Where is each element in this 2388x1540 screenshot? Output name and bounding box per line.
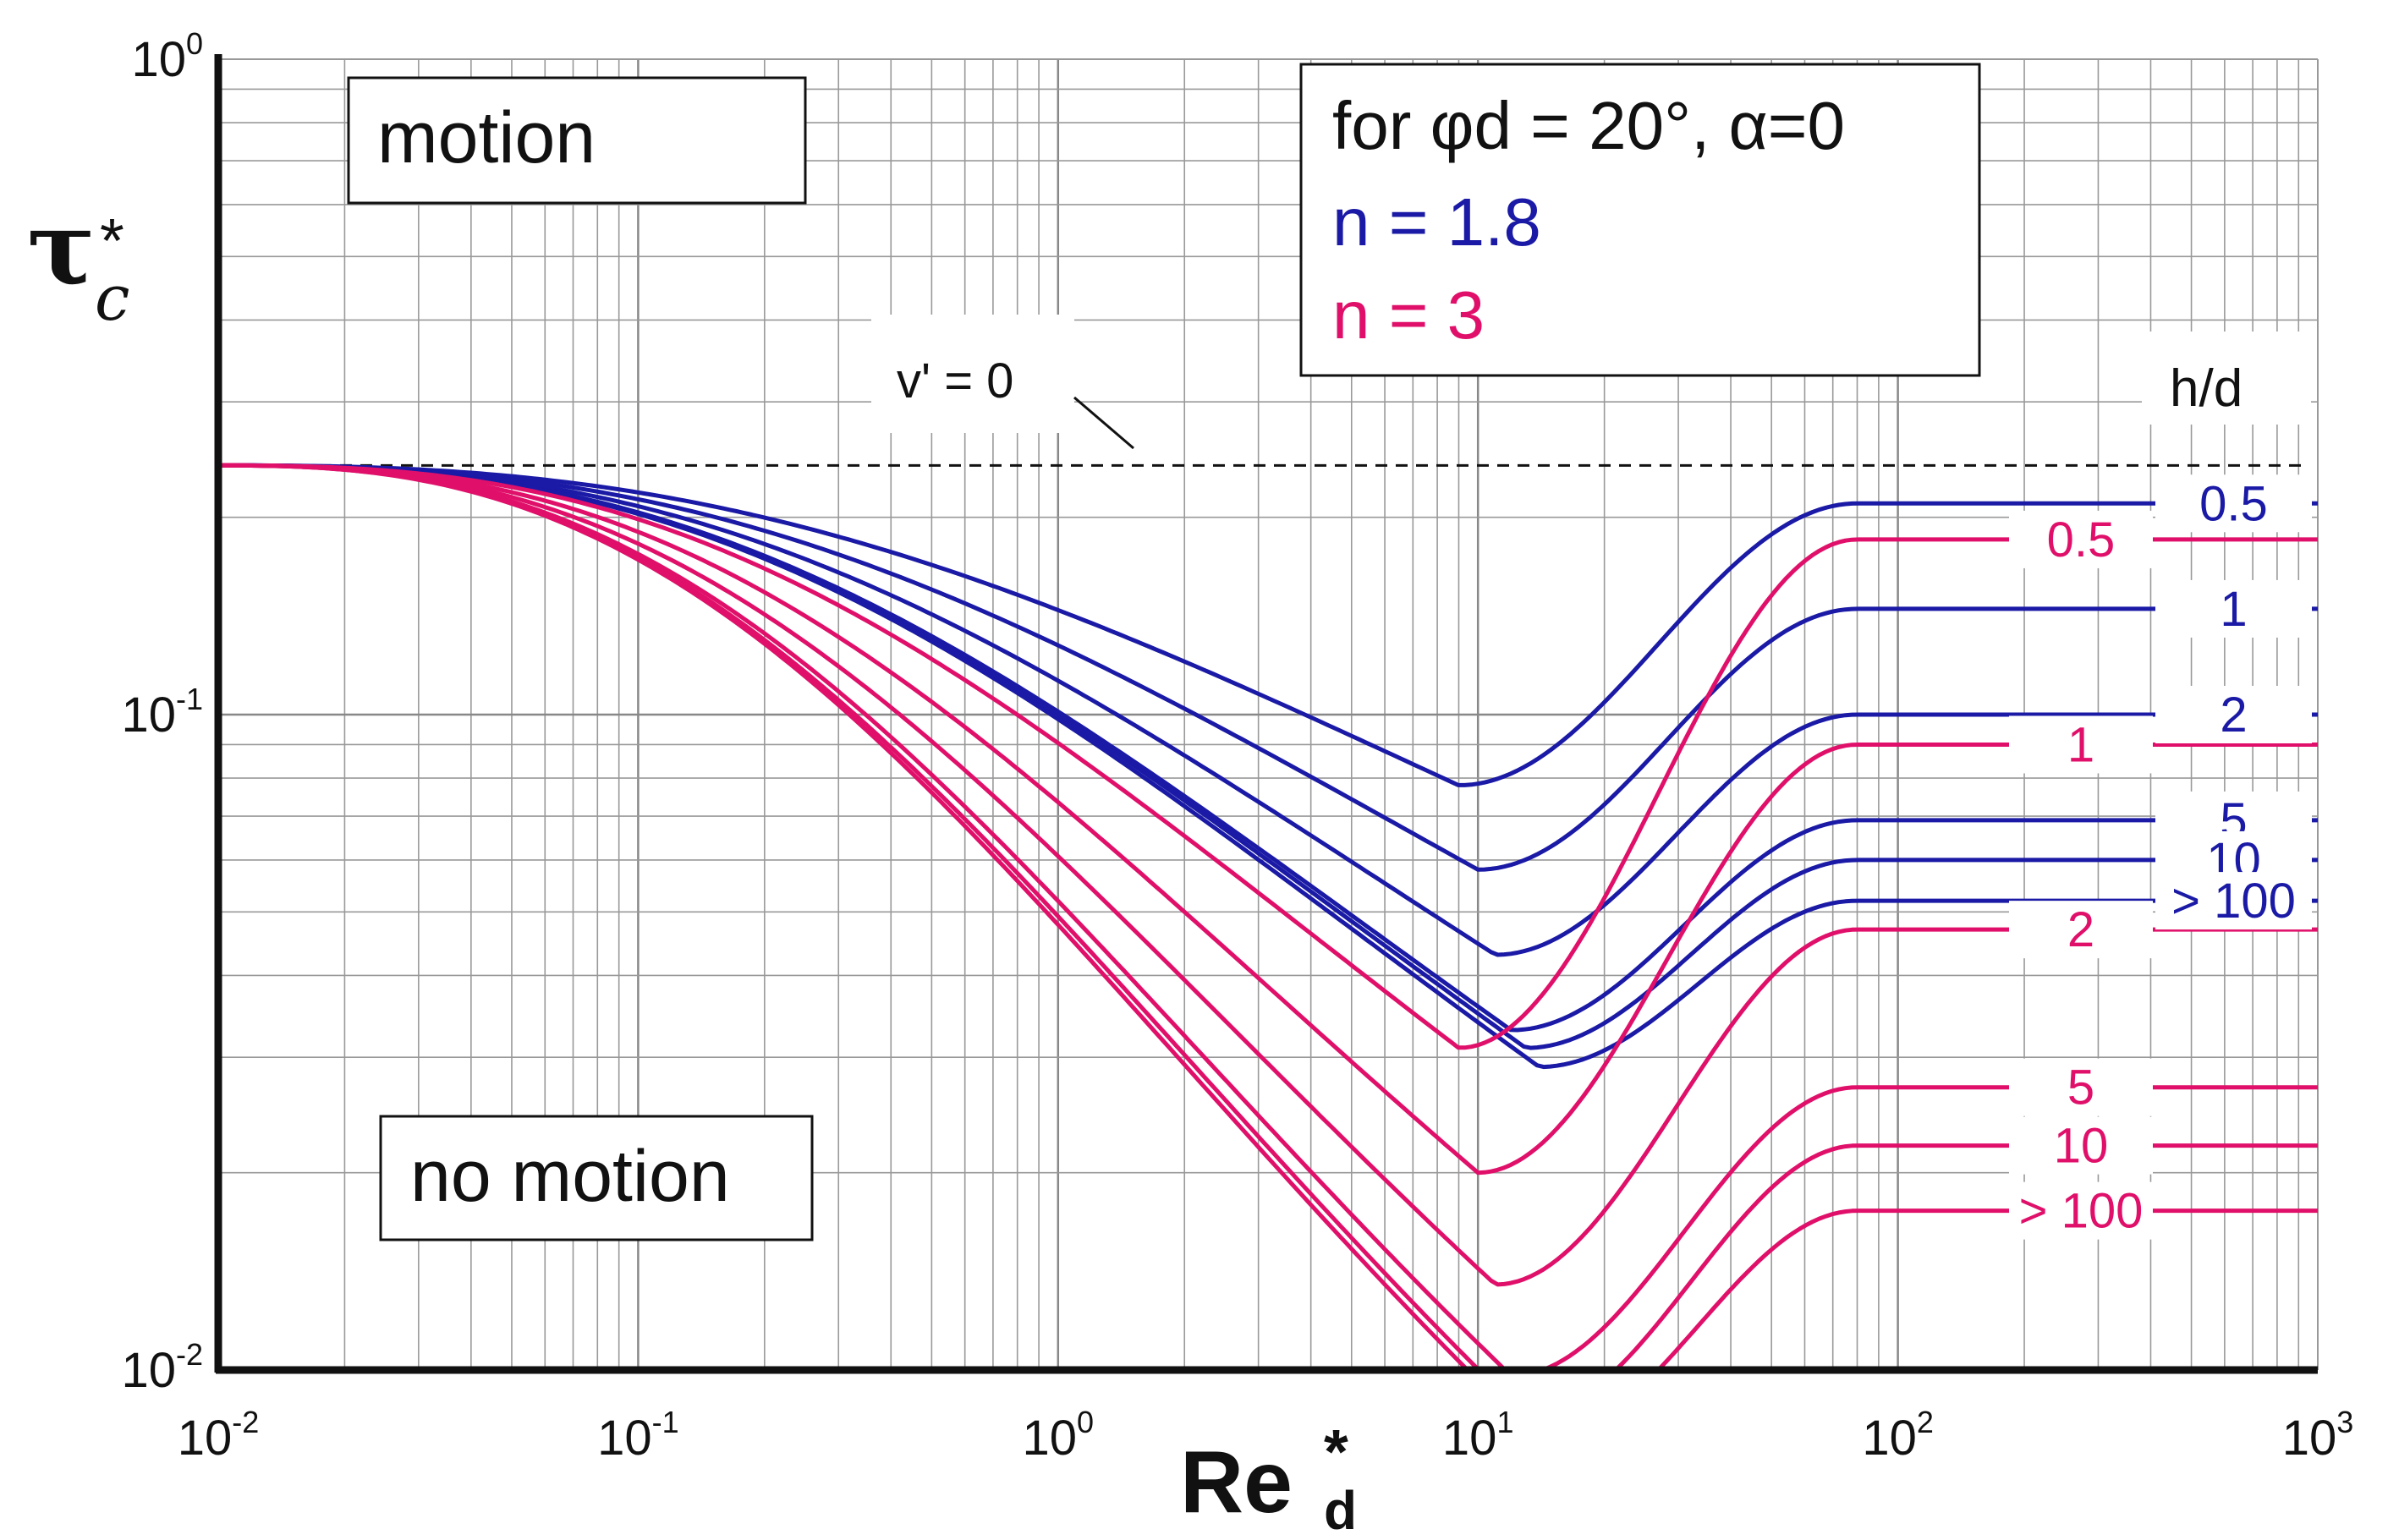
reference-label: v' = 0 xyxy=(897,353,1013,408)
axes xyxy=(214,54,2318,1374)
series-line-n18-2 xyxy=(218,463,2318,957)
x-tick-base: 10 xyxy=(1023,1411,1078,1466)
x-tick-base: 10 xyxy=(597,1411,652,1466)
no-motion-region-label: no motion xyxy=(379,1115,814,1241)
end-label-7: 1 xyxy=(2067,717,2094,772)
series-line-n18-0 xyxy=(218,463,2318,787)
x-tick-base: 10 xyxy=(1442,1411,1497,1466)
y-tick-base: 10 xyxy=(121,688,176,743)
y-axis-label-sub: c xyxy=(95,262,129,335)
series-line-n3-6 xyxy=(218,463,2318,1050)
legend: for φd = 20°, α=0 n = 1.8 n = 3 xyxy=(1299,63,1981,377)
x-tick-exp: -2 xyxy=(232,1405,259,1439)
reference-leader xyxy=(1073,396,1134,450)
end-label-6: 0.5 xyxy=(2047,512,2116,567)
motion-text: motion xyxy=(377,97,596,178)
no-motion-text: no motion xyxy=(410,1136,730,1217)
series-line-n18-3 xyxy=(218,463,2318,1033)
end-label-5: > 100 xyxy=(2171,874,2296,929)
x-axis-label-sup: * xyxy=(1324,1417,1348,1487)
end-label-bg-8 xyxy=(2009,901,2153,959)
legend-line-3: n = 3 xyxy=(1332,277,1485,353)
end-label-8: 2 xyxy=(2067,902,2094,957)
x-tick-label: 101 xyxy=(1442,1405,1514,1466)
hd-header: h/d xyxy=(2170,359,2243,418)
legend-line-2: n = 1.8 xyxy=(1332,184,1541,260)
series-line-n18-1 xyxy=(218,463,2318,872)
reference-line-group: v' = 0 xyxy=(218,315,2305,467)
x-tick-exp: -1 xyxy=(652,1405,679,1439)
end-label-9: 5 xyxy=(2067,1060,2094,1115)
y-tick-exp: -2 xyxy=(176,1337,203,1372)
x-axis-label-sub: d xyxy=(1324,1480,1357,1540)
series-line-n3-8 xyxy=(218,463,2318,1287)
end-label-bg-2 xyxy=(2155,686,2312,743)
hd-header-bg xyxy=(2142,332,2311,425)
end-label-bg-10 xyxy=(2009,1116,2153,1175)
y-tick-base: 10 xyxy=(121,1343,176,1398)
end-label-0: 0.5 xyxy=(2199,476,2268,531)
series-line-n3-7 xyxy=(218,463,2318,1176)
x-axis-label-main: Re xyxy=(1180,1433,1293,1532)
end-label-bg-11 xyxy=(2009,1181,2153,1240)
reference-label-bg xyxy=(871,315,1074,433)
end-label-bg-5 xyxy=(2155,872,2312,930)
end-label-bg-0 xyxy=(2155,474,2312,533)
end-label-bg-6 xyxy=(2009,510,2153,568)
end-label-11: > 100 xyxy=(2019,1184,2144,1239)
series-line-n18-5 xyxy=(218,463,2318,1070)
y-tick-label: 100 xyxy=(131,26,203,87)
x-tick-label: 10-1 xyxy=(597,1405,679,1466)
end-label-bg-1 xyxy=(2155,579,2312,638)
x-tick-exp: 1 xyxy=(1496,1405,1513,1439)
end-label-bg-7 xyxy=(2009,715,2153,774)
end-label-bg-9 xyxy=(2009,1058,2153,1116)
x-tick-exp: 0 xyxy=(1077,1405,1094,1439)
x-tick-label: 103 xyxy=(2282,1405,2354,1466)
x-tick-label: 100 xyxy=(1023,1405,1095,1466)
x-tick-base: 10 xyxy=(1862,1411,1917,1466)
x-tick-base: 10 xyxy=(178,1411,233,1466)
y-axis-label-main: τ xyxy=(27,189,96,308)
series-line-n18-4 xyxy=(218,463,2318,1050)
end-label-1: 1 xyxy=(2220,582,2247,637)
y-tick-base: 10 xyxy=(131,32,186,87)
x-tick-base: 10 xyxy=(2282,1411,2337,1466)
y-tick-label: 10-1 xyxy=(121,682,203,743)
motion-region-label: motion xyxy=(347,76,807,205)
end-label-10: 10 xyxy=(2054,1119,2109,1174)
series-group xyxy=(218,463,2318,1370)
end-label-2: 2 xyxy=(2220,688,2247,743)
x-tick-exp: 2 xyxy=(1917,1405,1934,1439)
y-tick-exp: -1 xyxy=(176,682,203,716)
y-axis-label: τ c * xyxy=(27,189,129,335)
y-tick-exp: 0 xyxy=(186,26,203,61)
x-tick-label: 102 xyxy=(1862,1405,1934,1466)
series-line-n3-11 xyxy=(218,463,2318,1370)
x-tick-exp: 3 xyxy=(2336,1405,2353,1439)
y-tick-label: 10-2 xyxy=(121,1337,203,1398)
x-tick-label: 10-2 xyxy=(178,1405,260,1466)
y-axis-label-sup: * xyxy=(100,206,124,276)
x-axis-label: Re * d xyxy=(1180,1417,1357,1540)
legend-line-1: for φd = 20°, α=0 xyxy=(1332,88,1845,163)
